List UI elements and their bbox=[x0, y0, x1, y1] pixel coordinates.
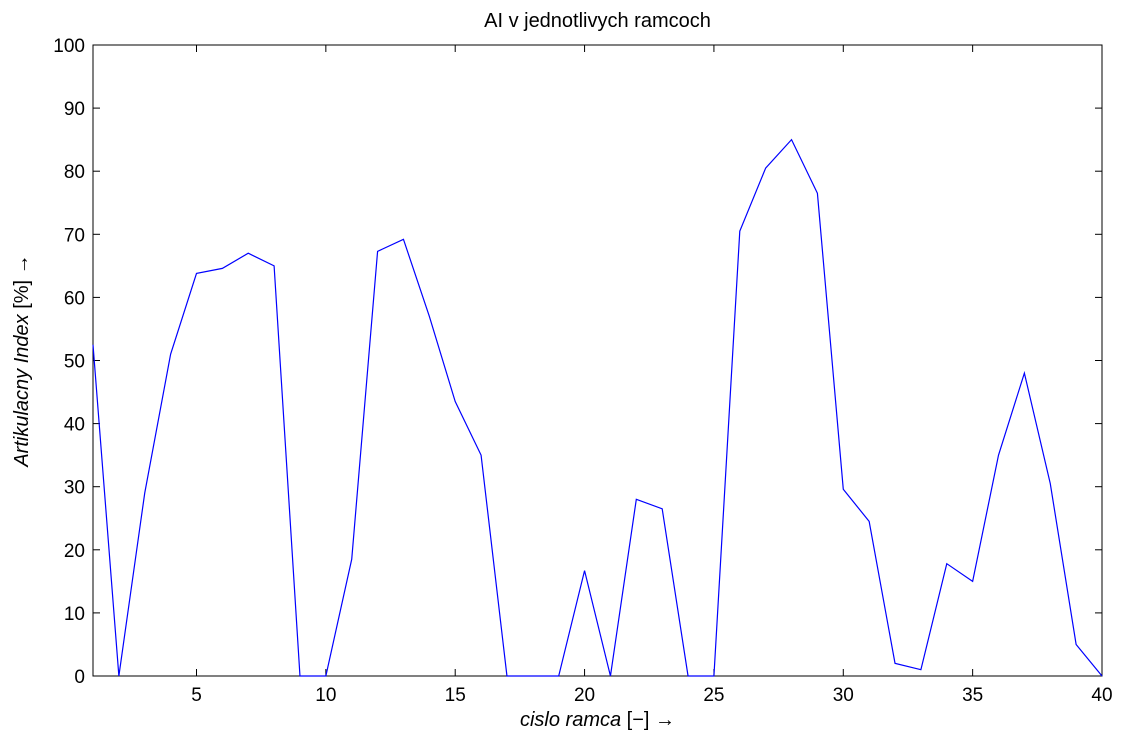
y-tick-label: 10 bbox=[64, 604, 85, 625]
y-axis-label: Artikulacny Index [%] → bbox=[11, 254, 33, 467]
plot-border bbox=[92, 44, 1103, 677]
y-tick-label: 70 bbox=[64, 225, 85, 246]
plot-frame bbox=[92, 44, 1103, 677]
y-axis-label-name: Artikulacny Index bbox=[11, 313, 33, 467]
x-tick-label: 5 bbox=[191, 685, 202, 706]
y-tick-label: 20 bbox=[64, 541, 85, 562]
x-tick-label: 10 bbox=[315, 685, 336, 706]
x-axis-label-unit: [−] → bbox=[621, 709, 675, 731]
x-tick-label: 15 bbox=[445, 685, 466, 706]
x-tick-label: 40 bbox=[1091, 685, 1112, 706]
chart-title: AI v jednotlivych ramcoch bbox=[484, 10, 711, 32]
series-line-0 bbox=[92, 138, 1103, 677]
y-tick-label: 60 bbox=[64, 288, 85, 309]
x-tick-label: 35 bbox=[962, 685, 983, 706]
y-axis-ticks: 0 10 20 30 40 50 60 70 80 90 100 bbox=[53, 36, 1102, 688]
y-tick-label: 50 bbox=[64, 352, 85, 373]
y-tick-label: 0 bbox=[74, 667, 85, 688]
series-layer bbox=[92, 138, 1103, 677]
x-axis-label: cislo ramca [−] → bbox=[520, 709, 675, 731]
y-axis-label-unit: [%] → bbox=[11, 254, 33, 314]
y-tick-label: 40 bbox=[64, 415, 85, 436]
y-tick-label: 100 bbox=[53, 36, 85, 57]
y-tick-label: 90 bbox=[64, 99, 85, 120]
x-tick-label: 25 bbox=[703, 685, 724, 706]
y-tick-label: 80 bbox=[64, 162, 85, 183]
y-tick-label: 30 bbox=[64, 478, 85, 499]
x-axis-label-name: cislo ramca bbox=[520, 709, 621, 731]
x-tick-label: 30 bbox=[833, 685, 854, 706]
x-axis-ticks: 5 10 15 20 25 30 35 40 bbox=[191, 45, 1113, 706]
x-tick-label: 20 bbox=[574, 685, 595, 706]
